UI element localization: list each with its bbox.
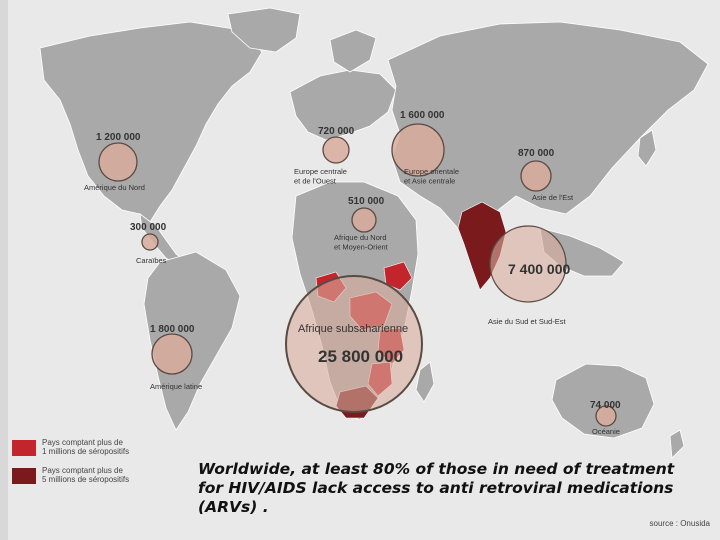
legend-item-1m: Pays comptant plus de 1 millions de séro… [12, 438, 182, 462]
caption-line-3: (ARVs) . [198, 498, 269, 516]
label-south-asia: Asie du Sud et Sud-Est [488, 317, 566, 326]
caption-line-1: Worldwide, at least 80% of those in need… [198, 460, 675, 478]
legend-5m-line1: Pays comptant plus de [42, 466, 123, 475]
legend-1m-line2: 1 millions de séropositifs [42, 447, 130, 456]
australia-land [551, 363, 655, 439]
bubble-western-europe [322, 136, 350, 164]
region-labels: 1 200 000 Amérique du Nord 300 000 Caraïbes… [84, 110, 621, 436]
south-america-land [143, 251, 241, 431]
value-latin-america: 1 800 000 [150, 324, 195, 335]
label2-western-europe: et de l'Ouest [294, 177, 337, 186]
region-bubbles [98, 123, 617, 427]
bubble-eastern-europe [391, 123, 445, 177]
bubble-north-africa [351, 207, 377, 233]
legend-swatch-5m [12, 468, 36, 484]
europe-land [289, 69, 397, 141]
value-sub-saharan-africa: 25 800 000 [318, 347, 403, 366]
label-north-america: Amérique du Nord [84, 183, 145, 192]
legend-text-1m: Pays comptant plus de 1 millions de séro… [42, 438, 182, 456]
scandinavia-land [329, 29, 377, 73]
legend-1m-line1: Pays comptant plus de [42, 438, 123, 447]
label-western-europe: Europe centrale [294, 167, 347, 176]
label-caribbean: Caraïbes [136, 256, 167, 265]
bubble-south-asia [489, 225, 567, 303]
value-east-asia: 870 000 [518, 148, 555, 159]
new-zealand-land [669, 429, 685, 459]
caption-line-2: for HIV/AIDS lack access to anti retrovi… [198, 479, 674, 497]
label2-eastern-europe: et Asie centrale [404, 177, 455, 186]
legend-text-5m: Pays comptant plus de 5 millions de séro… [42, 466, 182, 484]
value-oceania: 74 000 [590, 400, 621, 411]
legend-swatch-1m [12, 440, 36, 456]
bubble-oceania [595, 405, 617, 427]
value-caribbean: 300 000 [130, 222, 167, 233]
value-western-europe: 720 000 [318, 126, 355, 137]
label-oceania: Océanie [592, 427, 620, 436]
label-sub-saharan-africa: Afrique subsaharienne [298, 323, 408, 335]
japan-land [637, 129, 657, 167]
source-credit: source : Onusida [649, 519, 710, 528]
madagascar-land [415, 361, 435, 403]
caption: Worldwide, at least 80% of those in need… [198, 460, 678, 517]
label2-north-africa: et Moyen-Orient [334, 243, 389, 252]
bubble-caribbean [141, 233, 159, 251]
left-frame [0, 0, 8, 540]
value-eastern-europe: 1 600 000 [400, 110, 445, 121]
value-north-africa: 510 000 [348, 196, 385, 207]
ethiopia-country [383, 261, 413, 291]
legend-item-5m: Pays comptant plus de 5 millions de séro… [12, 466, 182, 490]
label-eastern-europe: Europe orientale [404, 167, 459, 176]
label-north-africa: Afrique du Nord [334, 233, 387, 242]
legend-5m-line2: 5 millions de séropositifs [42, 475, 130, 484]
value-south-asia: 7 400 000 [508, 261, 570, 277]
bubble-east-asia [520, 160, 552, 192]
bubble-latin-america [151, 333, 193, 375]
bubble-sub-saharan-africa [285, 275, 423, 413]
label-east-asia: Asie de l'Est [532, 193, 574, 202]
greenland-land [227, 7, 301, 53]
value-north-america: 1 200 000 [96, 132, 141, 143]
asia-land [387, 21, 709, 245]
bubble-north-america [98, 142, 138, 182]
label-latin-america: Amérique latine [150, 382, 202, 391]
